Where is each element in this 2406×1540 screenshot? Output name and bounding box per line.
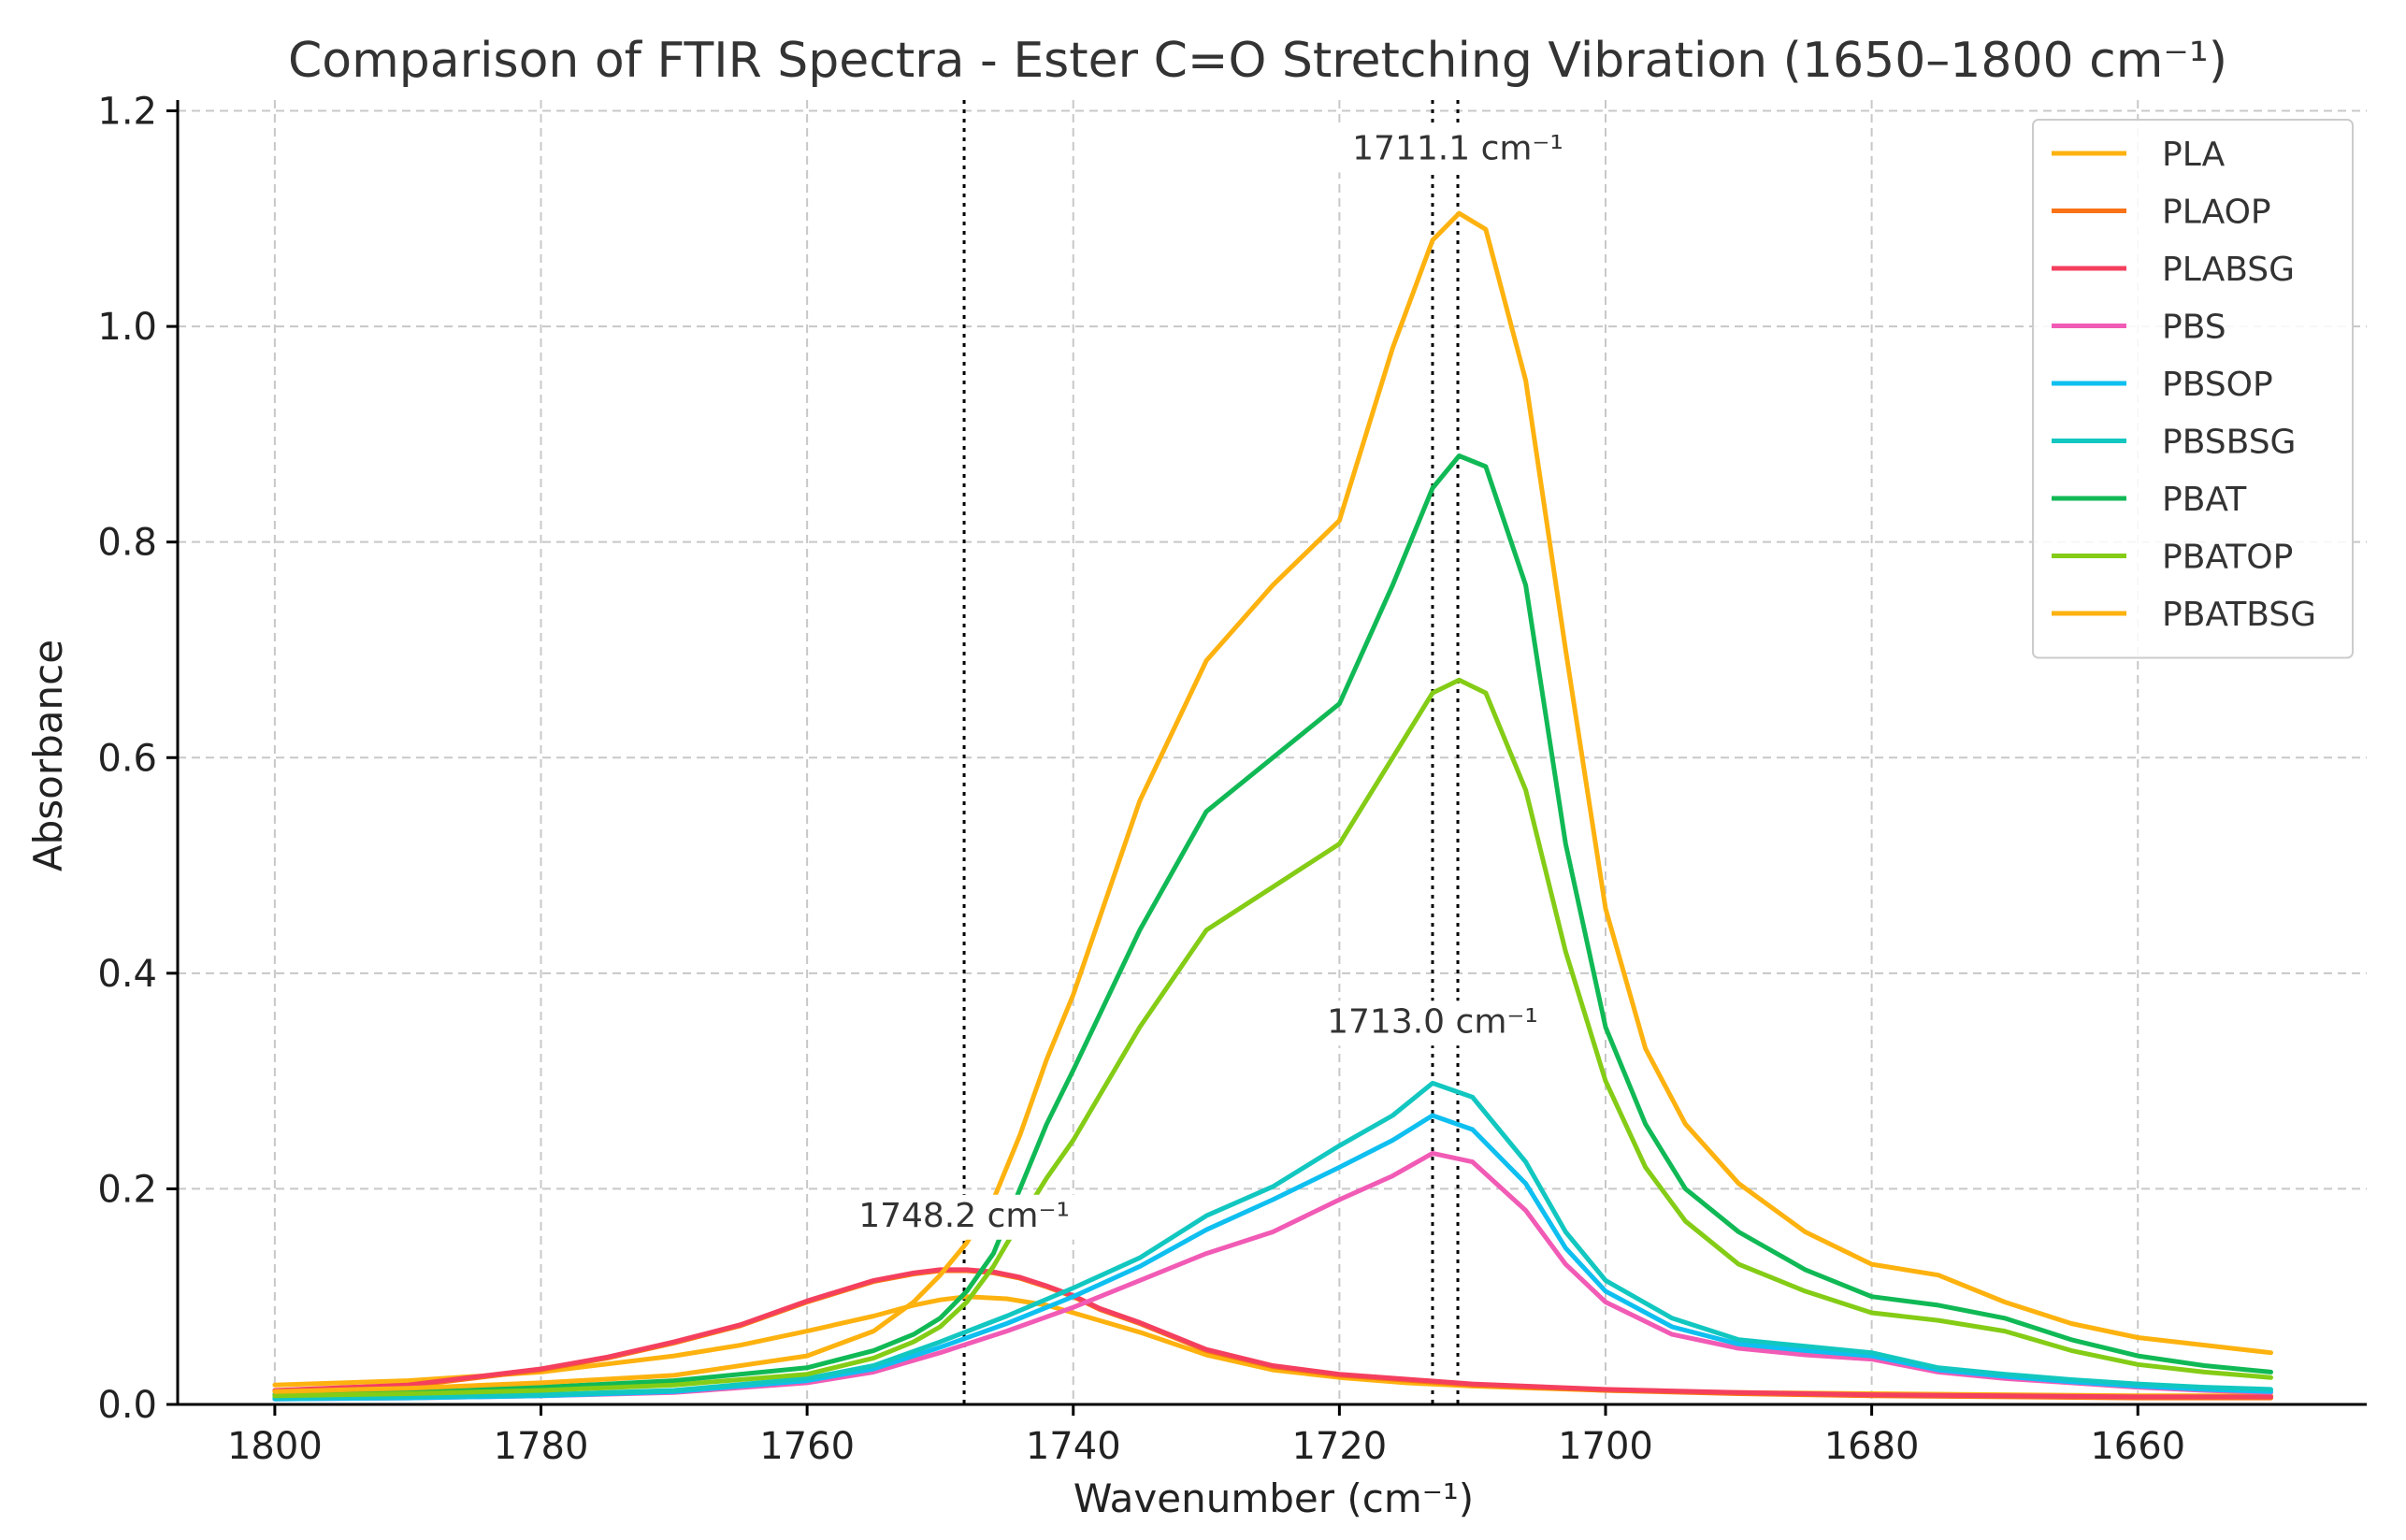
legend-label: PLA: [2162, 136, 2226, 174]
peak-annotation: 1713.0 cm⁻¹: [1327, 1002, 1538, 1041]
legend-label: PBATBSG: [2162, 596, 2316, 634]
legend: PLA PLAOP PLABSG PBS PBSOP PBSBSG PBAT PBATOP PB…: [2032, 119, 2354, 659]
series-line-pbatbsg: [272, 210, 2273, 1394]
annotation-background: [842, 1194, 1087, 1240]
x-tick-label: 1660: [2090, 1425, 2185, 1468]
legend-label: PBS: [2162, 309, 2226, 347]
y-tick-label: 0.2: [97, 1168, 157, 1211]
x-tick-label: 1760: [759, 1425, 855, 1468]
series-line-pbatop: [272, 677, 2273, 1399]
grid-layer: [178, 100, 2367, 1405]
tick-labels: 1800 1780 1760 1740 1720 1700 1680 1660 0.0 0.2 0.…: [97, 91, 2185, 1468]
y-tick-label: 1.0: [97, 306, 157, 349]
annotation-background: [1310, 1000, 1555, 1046]
y-tick-label: 0.0: [97, 1384, 157, 1427]
legend-label: PLAOP: [2162, 194, 2271, 232]
axes: [166, 100, 2367, 1416]
legend-label: PBAT: [2162, 481, 2247, 519]
legend-label: PBATOP: [2162, 539, 2293, 577]
x-tick-label: 1740: [1026, 1425, 1121, 1468]
peak-annotations: 1711.1 cm⁻¹ 1713.0 cm⁻¹ 1748.2 cm⁻¹: [842, 127, 1580, 1240]
x-tick-label: 1700: [1558, 1425, 1653, 1468]
y-tick-label: 1.2: [97, 91, 157, 134]
vertical-marker-lines: [962, 100, 1460, 1404]
x-tick-label: 1800: [227, 1425, 323, 1468]
legend-label: PBSOP: [2162, 366, 2273, 404]
peak-annotation: 1711.1 cm⁻¹: [1352, 129, 1563, 167]
series-line-pbsbsg: [272, 1080, 2273, 1401]
y-tick-label: 0.8: [97, 522, 157, 565]
x-tick-label: 1680: [1824, 1425, 1920, 1468]
y-tick-label: 0.4: [97, 953, 157, 996]
x-tick-label: 1780: [494, 1425, 589, 1468]
series-line-pbat: [272, 453, 2273, 1398]
legend-label: PLABSG: [2162, 251, 2295, 289]
peak-annotation: 1748.2 cm⁻¹: [858, 1197, 1070, 1235]
series-lines: [272, 210, 2273, 1402]
y-axis-label: Absorbance: [25, 640, 71, 871]
legend-box: [2032, 119, 2354, 659]
series-line-pbsop: [272, 1113, 2273, 1402]
annotation-background: [1335, 127, 1580, 173]
series-line-plabsg: [272, 1267, 2273, 1400]
x-axis-label: Wavenumber (cm⁻¹): [1073, 1475, 1474, 1521]
y-tick-label: 0.6: [97, 737, 157, 780]
chart-title: Comparison of FTIR Spectra - Ester C=O S…: [288, 33, 2227, 89]
x-tick-label: 1720: [1291, 1425, 1387, 1468]
legend-label: PBSBSG: [2162, 424, 2296, 462]
